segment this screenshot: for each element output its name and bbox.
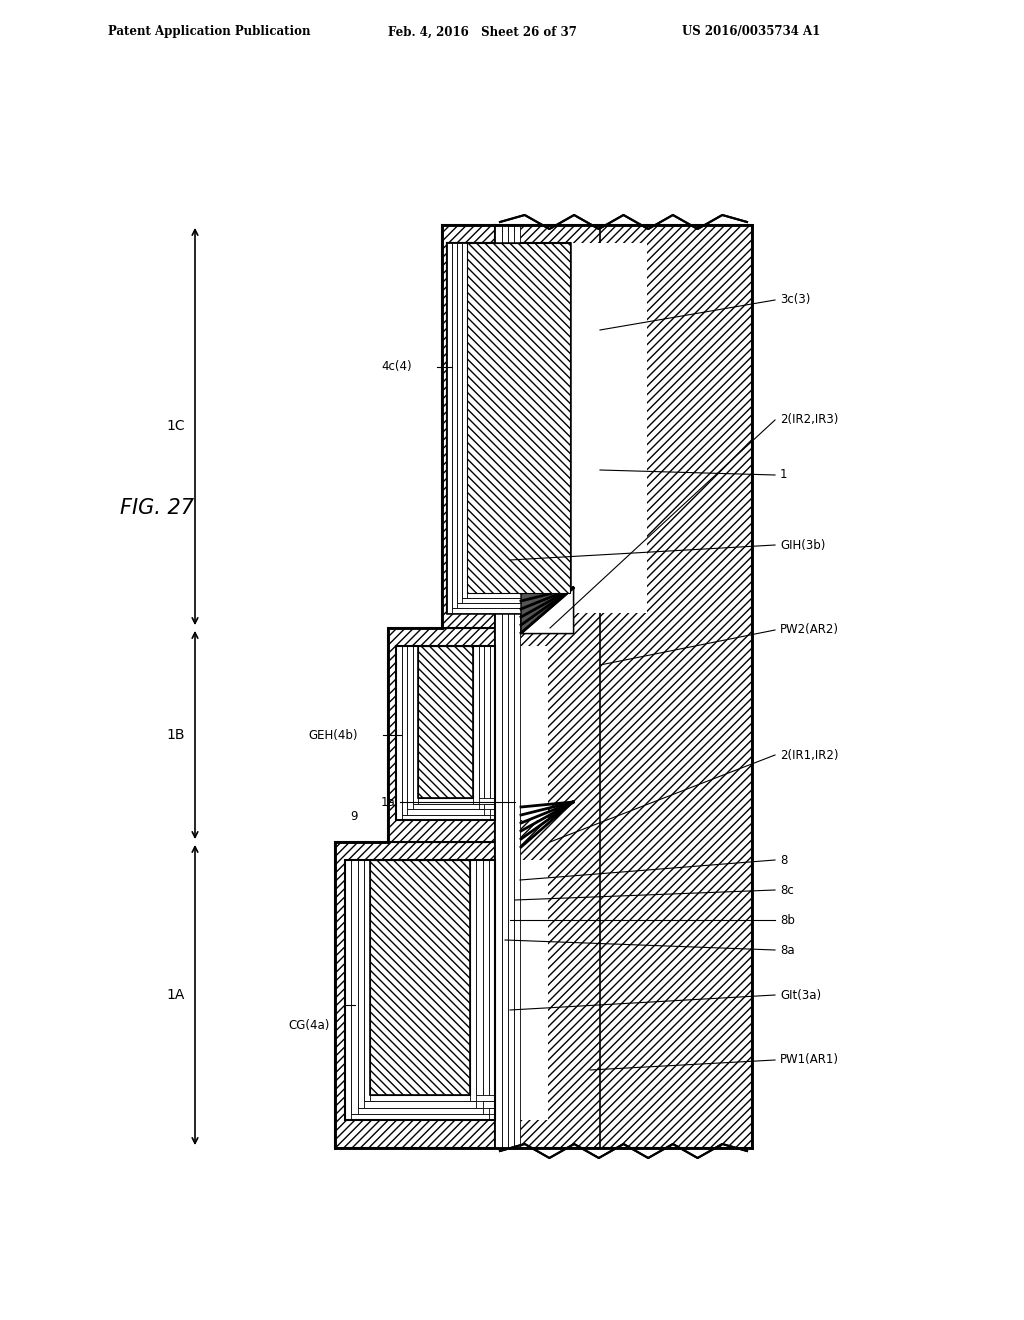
Text: 8c: 8c — [780, 883, 794, 896]
Bar — [478, 645, 484, 809]
Bar — [413, 799, 495, 804]
Bar — [462, 243, 467, 598]
Text: 9: 9 — [350, 810, 358, 824]
Bar — [413, 645, 418, 804]
Text: US 2016/0035734 A1: US 2016/0035734 A1 — [682, 25, 820, 38]
Bar — [447, 243, 570, 612]
Text: PW2(AR2): PW2(AR2) — [780, 623, 839, 636]
Bar — [470, 861, 476, 1101]
Bar — [447, 243, 647, 612]
Polygon shape — [521, 587, 573, 634]
Text: Feb. 4, 2016   Sheet 26 of 37: Feb. 4, 2016 Sheet 26 of 37 — [388, 25, 577, 38]
Bar — [357, 1101, 495, 1107]
Text: 2(IR1,IR2): 2(IR1,IR2) — [780, 748, 839, 762]
Bar — [502, 224, 508, 1148]
Bar — [467, 243, 570, 593]
Text: 1C: 1C — [166, 420, 185, 433]
Bar — [452, 243, 457, 609]
Bar — [345, 861, 548, 1119]
Bar — [447, 609, 570, 612]
Bar — [476, 861, 482, 1107]
Text: 3c(3): 3c(3) — [780, 293, 810, 306]
Text: 1A: 1A — [167, 987, 185, 1002]
Bar — [370, 861, 470, 1096]
Text: Patent Application Publication: Patent Application Publication — [108, 25, 310, 38]
Text: GEH(4b): GEH(4b) — [308, 729, 358, 742]
Text: 2(IR2,IR3): 2(IR2,IR3) — [780, 413, 839, 426]
Bar — [401, 645, 407, 814]
Bar — [351, 861, 357, 1114]
Text: 4c(4): 4c(4) — [381, 360, 412, 374]
Text: 8: 8 — [780, 854, 787, 866]
Bar — [364, 861, 370, 1101]
Bar — [521, 587, 573, 634]
Bar — [447, 243, 570, 612]
Bar — [396, 645, 401, 820]
Bar — [467, 243, 495, 593]
Bar — [396, 645, 495, 820]
Text: 1: 1 — [780, 469, 787, 482]
Bar — [418, 645, 473, 799]
Bar — [351, 1107, 495, 1114]
Bar — [457, 598, 495, 603]
Bar — [418, 645, 473, 799]
Bar — [345, 861, 495, 1119]
Bar — [447, 243, 495, 612]
Bar — [452, 243, 457, 609]
Bar — [401, 809, 495, 814]
Text: 1B: 1B — [167, 729, 185, 742]
Bar — [447, 243, 452, 612]
Text: PW1(AR1): PW1(AR1) — [780, 1053, 839, 1067]
Bar — [495, 224, 502, 1148]
Bar — [452, 603, 495, 609]
Bar — [407, 645, 413, 809]
Bar — [462, 243, 467, 598]
Bar — [447, 243, 452, 612]
Text: 8b: 8b — [780, 913, 795, 927]
Text: FIG. 27: FIG. 27 — [120, 498, 194, 517]
Bar — [447, 243, 548, 612]
Bar — [508, 224, 514, 1148]
Bar — [357, 861, 364, 1107]
Text: CG(4a): CG(4a) — [289, 1019, 330, 1031]
Bar — [407, 804, 495, 809]
Bar — [345, 1114, 495, 1119]
Bar — [388, 628, 495, 842]
Bar — [489, 645, 495, 820]
Text: GIt(3a): GIt(3a) — [780, 989, 821, 1002]
Text: GIH(3b): GIH(3b) — [780, 539, 825, 552]
Bar — [396, 814, 495, 820]
Bar — [452, 603, 570, 609]
Bar — [457, 598, 570, 603]
Bar — [457, 243, 462, 603]
Bar — [345, 861, 351, 1119]
Bar — [364, 1096, 495, 1101]
Bar — [488, 861, 495, 1119]
Bar — [462, 593, 570, 598]
Bar — [514, 224, 520, 1148]
Bar — [447, 609, 495, 612]
Text: 1a: 1a — [380, 796, 395, 808]
Text: 8a: 8a — [780, 944, 795, 957]
Bar — [484, 645, 489, 814]
Bar — [370, 861, 470, 1096]
Bar — [335, 842, 495, 1148]
Bar — [396, 645, 548, 820]
Bar — [482, 861, 488, 1114]
Bar — [462, 593, 495, 598]
Bar — [495, 224, 752, 1148]
Bar — [442, 224, 495, 628]
Bar — [467, 243, 495, 593]
Polygon shape — [521, 587, 573, 634]
Bar — [473, 645, 478, 804]
Bar — [457, 243, 462, 603]
